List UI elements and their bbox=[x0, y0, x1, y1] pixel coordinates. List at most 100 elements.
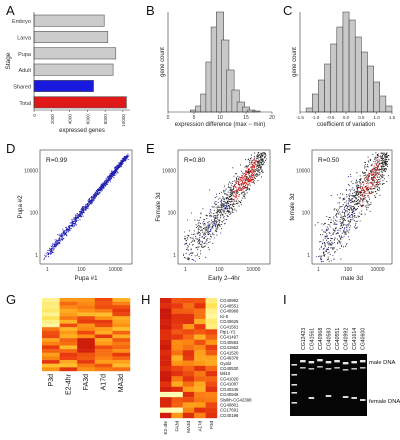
scatter-point bbox=[237, 192, 239, 194]
scatter-point bbox=[375, 184, 377, 186]
scatter-point bbox=[106, 183, 108, 185]
scatter-point bbox=[377, 184, 380, 186]
scatter-point bbox=[240, 178, 242, 180]
scatter-point bbox=[244, 186, 246, 188]
heatmap-cell bbox=[77, 327, 95, 332]
scatter-point bbox=[370, 187, 372, 189]
scatter-point bbox=[204, 231, 206, 233]
heatmap-cell bbox=[160, 365, 172, 372]
scatter-point bbox=[219, 210, 221, 212]
scatter-point bbox=[265, 158, 267, 160]
scatter-point bbox=[334, 208, 336, 210]
heatmap-cell bbox=[42, 356, 60, 361]
scatter-point bbox=[210, 215, 213, 217]
scatter-point bbox=[198, 255, 200, 258]
scatter-point bbox=[353, 205, 355, 207]
scatter-point bbox=[353, 189, 355, 191]
scatter-point bbox=[323, 253, 325, 255]
scatter-point bbox=[110, 178, 112, 180]
scatter-point bbox=[228, 196, 231, 198]
scatter-point bbox=[71, 221, 73, 223]
scatter-point bbox=[339, 243, 341, 245]
scatter-point bbox=[355, 198, 357, 200]
scatter-point bbox=[327, 252, 329, 254]
scatter-point bbox=[251, 177, 253, 179]
scatter-point bbox=[216, 228, 218, 230]
scatter-point bbox=[259, 155, 262, 157]
scatter-point bbox=[238, 178, 240, 181]
scatter-point bbox=[221, 206, 223, 209]
heatmap-cell bbox=[112, 323, 131, 328]
scatter-point bbox=[209, 223, 211, 225]
scatter-point bbox=[338, 235, 340, 237]
scatter-point bbox=[327, 229, 329, 231]
y-axis-title: Stage bbox=[5, 52, 12, 69]
scatter-point bbox=[229, 207, 231, 209]
female-dna-band bbox=[342, 396, 349, 398]
scatter-point bbox=[346, 224, 348, 226]
heatmap-cell bbox=[171, 298, 183, 304]
heatmap-cell bbox=[205, 318, 218, 325]
x-tick-label: 1 bbox=[317, 267, 320, 273]
heatmap-cell bbox=[205, 371, 218, 377]
scatter-point bbox=[226, 200, 228, 202]
scatter-point bbox=[88, 204, 91, 206]
heatmap-cell bbox=[42, 367, 60, 372]
scatter-point bbox=[384, 154, 386, 156]
heatmap-cell bbox=[182, 344, 195, 351]
scatter-point bbox=[223, 208, 225, 210]
scatter-point bbox=[186, 219, 189, 221]
heatmap-cell bbox=[182, 334, 195, 340]
scatter-point bbox=[347, 176, 349, 178]
scatter-point bbox=[215, 204, 217, 206]
heatmap-cell bbox=[205, 360, 218, 367]
scatter-point bbox=[338, 240, 340, 242]
y-tick-label: 1 bbox=[35, 253, 38, 259]
scatter-point bbox=[380, 175, 382, 177]
heatmap-cell bbox=[182, 391, 195, 398]
scatter-point bbox=[362, 188, 364, 190]
histogram-bar bbox=[379, 95, 387, 113]
histogram-bar bbox=[305, 107, 313, 113]
scatter-point bbox=[260, 153, 262, 155]
scatter-point bbox=[191, 254, 193, 257]
scatter-point bbox=[375, 186, 377, 188]
scatter-point bbox=[332, 232, 334, 234]
scatter-point bbox=[354, 192, 356, 194]
heatmap-cell bbox=[94, 323, 113, 328]
scatter-point bbox=[230, 199, 232, 201]
scatter-point bbox=[375, 166, 377, 169]
scatter-point bbox=[369, 160, 371, 162]
scatter-point bbox=[212, 226, 214, 228]
panel-letter-f: F bbox=[283, 141, 291, 156]
scatter-point bbox=[320, 246, 322, 248]
scatter-point bbox=[199, 250, 202, 252]
scatter-point bbox=[242, 186, 244, 188]
heatmap-cell bbox=[182, 329, 195, 335]
scatter-point bbox=[346, 229, 348, 231]
scatter-point bbox=[209, 228, 212, 230]
scatter-point bbox=[261, 160, 263, 162]
scatter-point bbox=[382, 173, 384, 175]
scatter-point bbox=[253, 165, 255, 167]
scatter-point bbox=[256, 155, 258, 157]
scatter-point bbox=[198, 240, 200, 242]
y-axis-title: gene count bbox=[292, 47, 298, 77]
scatter-point bbox=[349, 173, 352, 175]
scatter-point bbox=[339, 219, 341, 221]
scatter-point bbox=[233, 200, 235, 202]
scatter-point bbox=[334, 214, 337, 216]
scatter-point bbox=[357, 194, 359, 196]
heatmap-cell bbox=[205, 298, 218, 304]
scatter-point bbox=[366, 170, 368, 172]
scatter-point bbox=[356, 172, 358, 174]
scatter-point bbox=[339, 241, 341, 243]
heatmap-cell bbox=[160, 329, 172, 335]
scatter-point bbox=[72, 217, 74, 219]
scatter-point bbox=[208, 213, 211, 215]
scatter-point bbox=[223, 215, 225, 217]
scatter-point bbox=[386, 155, 389, 157]
scatter-point bbox=[346, 189, 348, 191]
scatter-point bbox=[197, 241, 199, 243]
